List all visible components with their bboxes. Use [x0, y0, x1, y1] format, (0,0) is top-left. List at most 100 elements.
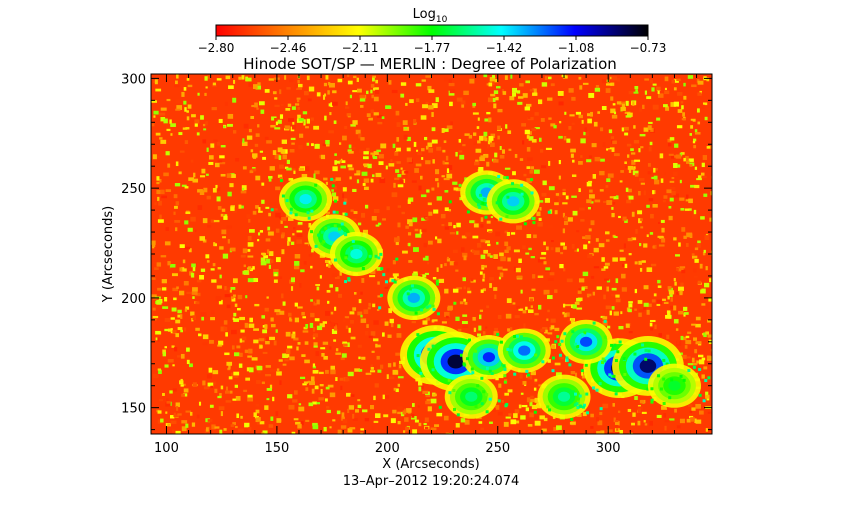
- noise-cell: [471, 249, 475, 254]
- noise-cell: [661, 238, 666, 243]
- noise-cell: [611, 306, 615, 310]
- noise-cell: [185, 127, 190, 130]
- noise-cell: [483, 249, 489, 254]
- noise-cell: [384, 321, 389, 326]
- noise-cell: [424, 272, 429, 275]
- noise-cell: [536, 211, 541, 217]
- noise-cell: [210, 268, 215, 271]
- noise-cell: [329, 346, 332, 350]
- noise-cell: [406, 147, 411, 152]
- noise-cell: [183, 281, 189, 286]
- feature-speckle: [622, 357, 626, 361]
- noise-cell: [360, 318, 367, 323]
- noise-cell: [232, 317, 235, 320]
- noise-cell: [507, 389, 513, 393]
- noise-cell: [686, 120, 693, 126]
- noise-cell: [437, 182, 440, 188]
- noise-cell: [281, 139, 288, 144]
- noise-cell: [533, 234, 537, 239]
- noise-cell: [626, 199, 632, 204]
- feature-speckle: [310, 209, 314, 213]
- noise-cell: [576, 413, 582, 417]
- noise-cell: [604, 262, 610, 266]
- noise-cell: [666, 334, 670, 340]
- noise-cell: [554, 264, 560, 268]
- noise-cell: [600, 430, 605, 434]
- noise-cell: [478, 421, 483, 424]
- noise-cell: [258, 207, 261, 212]
- noise-cell: [638, 191, 641, 196]
- noise-cell: [296, 239, 303, 244]
- noise-cell: [467, 287, 471, 291]
- noise-cell: [361, 278, 365, 283]
- noise-cell: [276, 371, 282, 376]
- feature-speckle: [707, 376, 711, 380]
- noise-cell: [681, 269, 686, 274]
- feature-speckle: [532, 221, 536, 225]
- noise-cell: [282, 363, 287, 366]
- noise-cell: [303, 261, 307, 265]
- noise-cell: [469, 220, 475, 224]
- noise-cell: [620, 311, 623, 315]
- noise-cell: [291, 168, 296, 171]
- noise-cell: [192, 178, 199, 183]
- noise-cell: [687, 363, 694, 366]
- noise-cell: [496, 86, 501, 89]
- noise-cell: [244, 322, 249, 328]
- noise-cell: [703, 366, 708, 370]
- noise-cell: [191, 422, 196, 427]
- noise-cell: [389, 318, 394, 324]
- noise-cell: [443, 140, 447, 143]
- noise-cell: [707, 355, 711, 360]
- noise-cell: [485, 326, 488, 329]
- noise-cell: [564, 304, 571, 307]
- feature-speckle: [334, 199, 338, 203]
- noise-cell: [458, 150, 463, 153]
- noise-cell: [622, 216, 627, 221]
- feature-speckle: [578, 394, 582, 398]
- noise-cell: [651, 87, 655, 92]
- noise-cell: [444, 77, 448, 82]
- noise-cell: [353, 211, 358, 214]
- noise-cell: [663, 171, 666, 175]
- noise-cell: [479, 309, 484, 312]
- noise-cell: [541, 428, 547, 432]
- noise-cell: [162, 351, 167, 357]
- noise-cell: [522, 140, 525, 145]
- feature-speckle: [616, 350, 620, 354]
- noise-cell: [165, 402, 171, 407]
- noise-cell: [211, 424, 216, 430]
- noise-cell: [487, 140, 492, 145]
- noise-cell: [199, 274, 205, 280]
- noise-cell: [479, 156, 485, 162]
- noise-cell: [497, 108, 503, 113]
- noise-cell: [693, 275, 698, 278]
- noise-cell: [222, 236, 226, 239]
- noise-cell: [370, 83, 375, 88]
- noise-cell: [268, 424, 274, 428]
- noise-cell: [522, 245, 526, 249]
- noise-cell: [452, 181, 458, 185]
- noise-cell: [376, 355, 380, 360]
- noise-cell: [628, 303, 633, 308]
- noise-cell: [186, 78, 190, 81]
- feature-speckle: [595, 388, 599, 392]
- noise-cell: [426, 189, 430, 193]
- noise-cell: [271, 116, 277, 121]
- feature-speckle: [647, 349, 651, 353]
- noise-cell: [414, 228, 419, 232]
- noise-cell: [242, 187, 245, 192]
- noise-cell: [190, 272, 195, 278]
- y-axis-label: Y (Arcseconds): [101, 206, 116, 303]
- noise-cell: [393, 387, 397, 391]
- noise-cell: [377, 344, 381, 348]
- noise-cell: [670, 156, 675, 159]
- noise-cell: [514, 409, 520, 414]
- noise-cell: [377, 369, 382, 373]
- noise-cell: [416, 149, 419, 152]
- noise-cell: [443, 128, 449, 132]
- noise-cell: [558, 160, 561, 165]
- noise-cell: [327, 300, 330, 304]
- noise-cell: [393, 275, 398, 279]
- noise-cell: [232, 97, 237, 103]
